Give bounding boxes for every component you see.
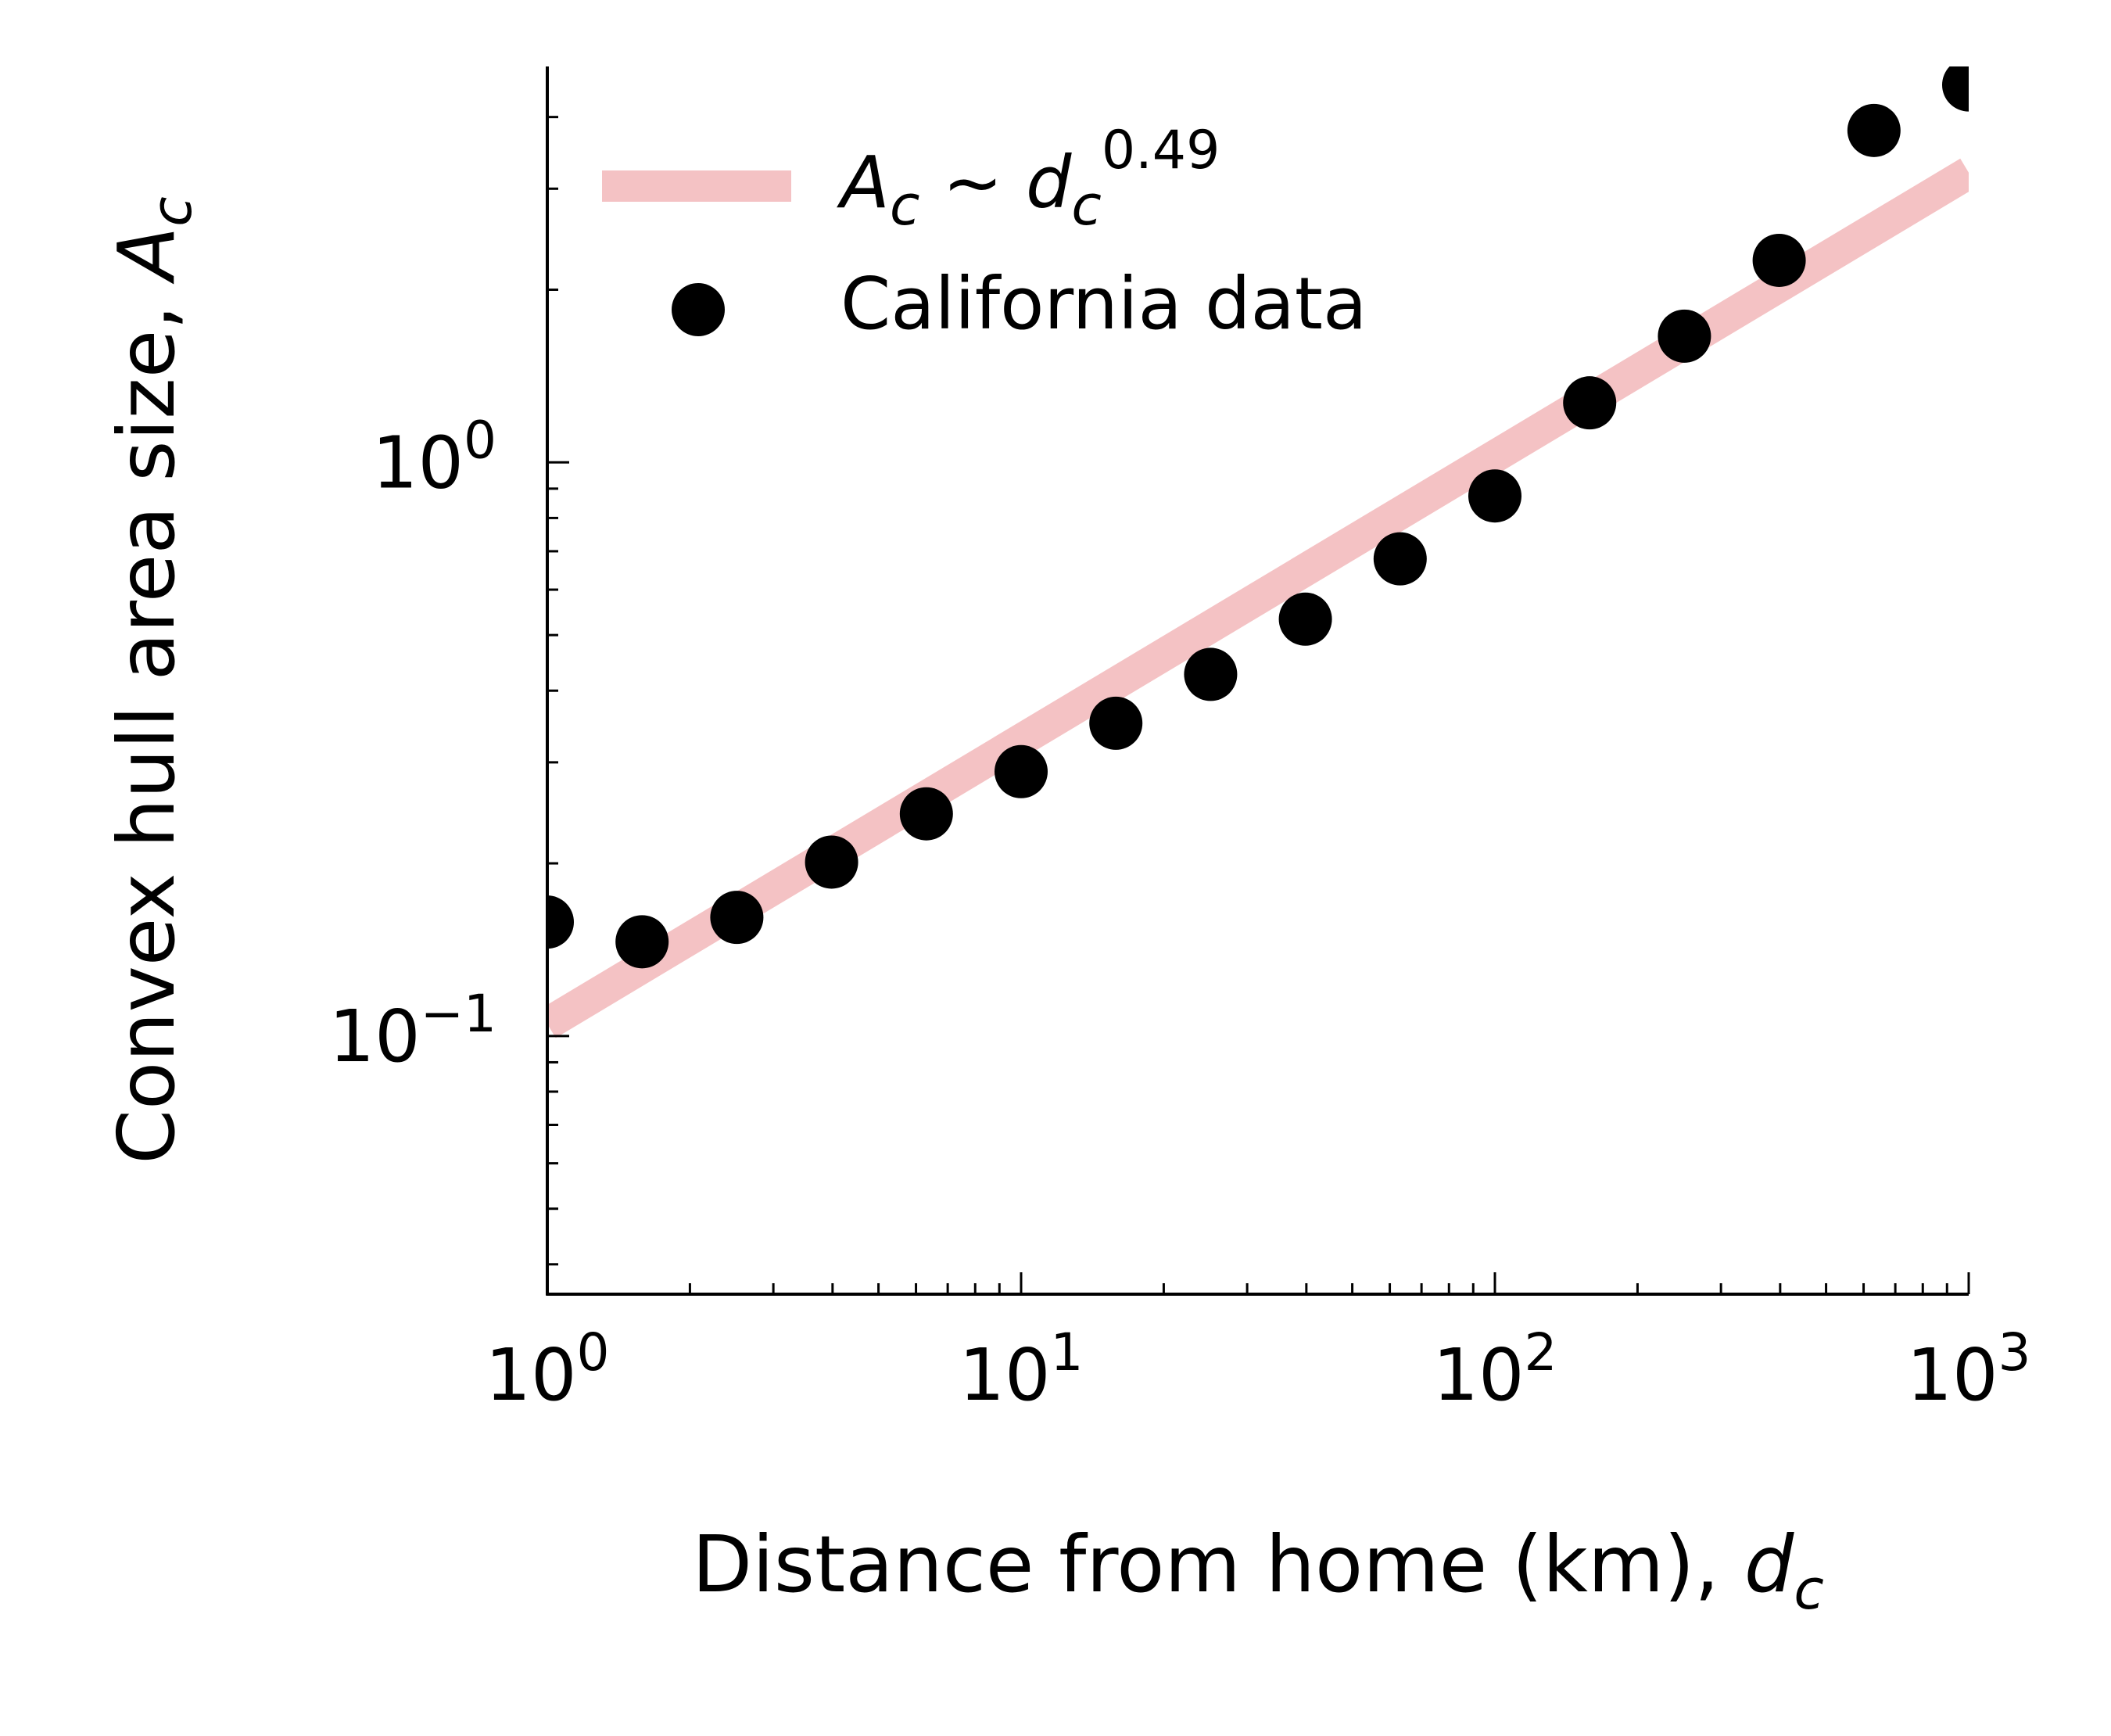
data-point xyxy=(1942,66,1969,112)
y-tick-label: 100 xyxy=(372,410,496,504)
data-point xyxy=(805,835,858,889)
x-tick-label: 100 xyxy=(485,1322,609,1417)
data-point xyxy=(615,915,669,969)
data-point xyxy=(1847,103,1901,157)
legend-data-label: California data xyxy=(840,262,1367,346)
x-tick-label: 102 xyxy=(1432,1322,1557,1417)
data-point xyxy=(1089,696,1143,750)
plot-area xyxy=(547,66,1969,1038)
data-point xyxy=(1468,469,1521,523)
data-point xyxy=(1563,376,1617,430)
data-point xyxy=(1658,309,1711,363)
data-point xyxy=(1373,532,1427,586)
x-axis-label: Distance from home (km), dc xyxy=(692,1519,1824,1622)
y-axis-label: Convex hull area size, Ac xyxy=(101,196,204,1164)
data-point xyxy=(995,744,1048,798)
data-point xyxy=(1752,233,1806,287)
y-tick-label: 10−1 xyxy=(329,984,496,1078)
data-point xyxy=(1184,647,1238,701)
x-tick-label: 103 xyxy=(1906,1322,2030,1417)
data-points xyxy=(547,66,1969,969)
ticks xyxy=(546,116,1970,1294)
x-tick-label: 101 xyxy=(959,1322,1083,1417)
tick-labels: 100 101 102 103 10−1 100 xyxy=(329,410,2031,1417)
legend: Ac ~ dc0.49 California data xyxy=(602,120,1367,346)
data-point xyxy=(710,891,764,945)
data-point xyxy=(899,787,953,841)
fit-line xyxy=(547,158,1969,1038)
data-point xyxy=(547,895,574,949)
legend-fit-label: Ac ~ dc0.49 xyxy=(837,120,1220,238)
legend-data-marker xyxy=(672,283,725,336)
data-point xyxy=(1278,592,1332,646)
